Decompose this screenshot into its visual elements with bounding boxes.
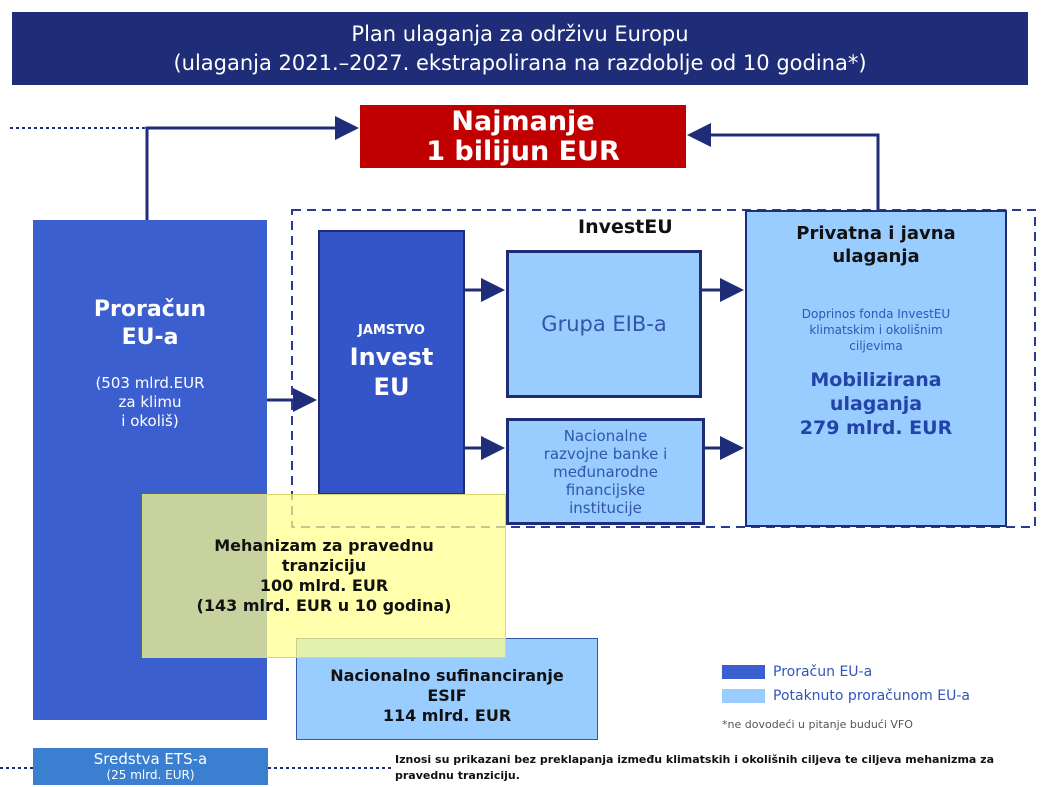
- budget-detail: za klimu: [118, 393, 182, 411]
- header: Plan ulaganja za održivu Europu (ulaganj…: [12, 12, 1028, 85]
- target-box: Najmanje 1 bilijun EUR: [360, 105, 686, 168]
- ets-box: Sredstva ETS-a (25 mlrd. EUR): [33, 748, 268, 785]
- footnote: *ne dovodeći u pitanje budući VFO: [722, 718, 913, 731]
- guarantee-box: JAMSTVO Invest EU: [318, 230, 465, 495]
- national-banks-line: razvojne banke i: [543, 444, 668, 463]
- legend-label: Potaknuto proračunom EU-a: [773, 688, 970, 704]
- national-banks-line: financijske: [565, 480, 646, 499]
- private-amount: ulaganja: [829, 393, 923, 415]
- private-amount: Mobilizirana: [810, 369, 942, 391]
- budget-detail: (503 mlrd.EUR: [95, 374, 205, 392]
- budget-detail: i okoliš): [121, 412, 179, 430]
- cofinancing-line: 114 mlrd. EUR: [382, 706, 512, 725]
- header-line: (ulaganja 2021.–2027. ekstrapolirana na …: [173, 50, 867, 75]
- guarantee-line: EU: [373, 373, 410, 401]
- legend-item: Potaknuto proračunom EU-a: [722, 684, 970, 708]
- private-note: ciljevima: [849, 339, 903, 353]
- ets-line: Sredstva ETS-a: [93, 749, 208, 768]
- guarantee-line: Invest: [349, 343, 434, 371]
- private-note: klimatskim i okolišnim: [809, 323, 943, 337]
- arrow: [145, 116, 359, 220]
- cofinancing-line: Nacionalno sufinanciranje: [330, 666, 564, 685]
- legend-label: Proračun EU-a: [773, 664, 873, 680]
- investeu-frame: [291, 209, 1036, 528]
- jtm-line: Mehanizam za pravednu: [214, 536, 434, 555]
- national-banks-line: institucije: [569, 498, 642, 517]
- legend-swatch: [722, 689, 765, 703]
- national-banks-line: Nacionalne: [563, 426, 648, 445]
- jtm-line: 100 mlrd. EUR: [259, 576, 389, 595]
- cofinancing-line: ESIF: [427, 686, 467, 705]
- private-box: Privatna i javna ulaganja Doprinos fonda…: [745, 210, 1007, 527]
- guarantee-small: JAMSTVO: [358, 323, 425, 338]
- arrow: [687, 123, 880, 210]
- eib-label: Grupa EIB-a: [541, 312, 667, 336]
- private-title: Privatna i javna: [796, 223, 956, 244]
- header-line: Plan ulaganja za održivu Europu: [351, 21, 689, 46]
- budget-title: Proračun: [93, 297, 207, 322]
- legend-rows: Proračun EU-a Potaknuto proračunom EU-a: [722, 660, 970, 708]
- national-banks-line: međunarodne: [553, 462, 658, 481]
- jtm-box: Mehanizam za pravednu tranziciju 100 mlr…: [142, 494, 506, 658]
- private-amount: 279 mlrd. EUR: [799, 417, 953, 439]
- private-title: ulaganja: [832, 246, 920, 267]
- budget-title: EU-a: [121, 325, 179, 350]
- jtm-line: tranziciju: [281, 556, 367, 575]
- legend: Proračun EU-a Potaknuto proračunom EU-a *…: [722, 660, 970, 731]
- national-banks-box: Nacionalne razvojne banke i međunarodne …: [506, 418, 705, 525]
- target-line: Najmanje: [451, 105, 595, 137]
- target-line: 1 bilijun EUR: [426, 135, 620, 167]
- jtm-line: (143 mlrd. EUR u 10 godina): [196, 596, 452, 615]
- ets-line: (25 mlrd. EUR): [106, 767, 195, 782]
- private-note: Doprinos fonda InvestEU: [801, 307, 951, 321]
- legend-swatch: [722, 665, 765, 679]
- note: Iznosi su prikazani bez preklapanja izme…: [395, 753, 994, 782]
- investeu-label: InvestEU: [578, 216, 673, 238]
- legend-item: Proračun EU-a: [722, 660, 970, 684]
- eib-box: Grupa EIB-a: [506, 250, 702, 398]
